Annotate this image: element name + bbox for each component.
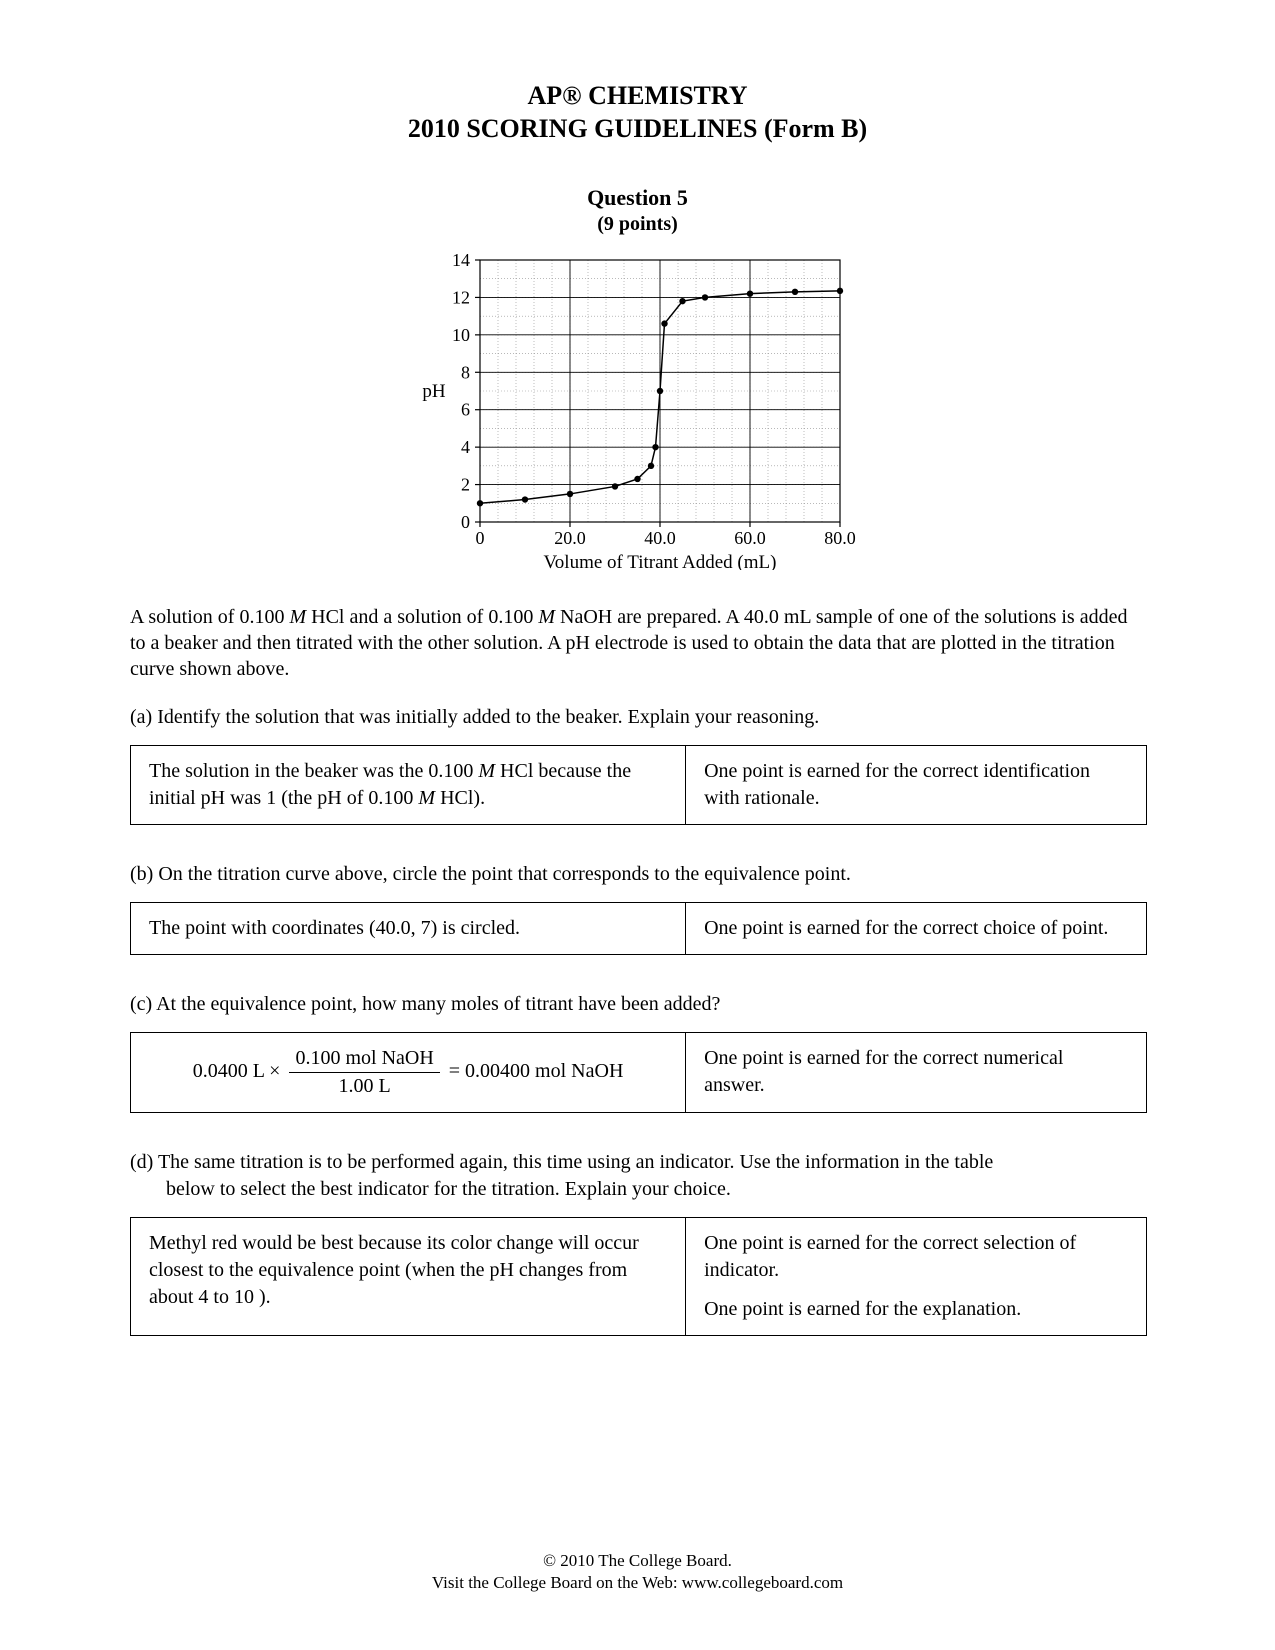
svg-text:80.0: 80.0	[824, 528, 856, 548]
footer-l1: © 2010 The College Board.	[0, 1550, 1275, 1572]
ans-text: HCl).	[435, 787, 485, 809]
question-points: (9 points)	[130, 213, 1145, 236]
part-c-answer: 0.0400 L × 0.100 mol NaOH1.00 L = 0.0040…	[130, 1032, 1147, 1113]
question-title: Question 5	[130, 185, 1145, 211]
M-italic: M	[538, 606, 555, 628]
answer-right: One point is earned for the correct choi…	[686, 903, 1146, 954]
part-a-answer: The solution in the beaker was the 0.100…	[130, 745, 1147, 825]
fraction-den: 1.00 L	[289, 1073, 439, 1100]
eq-pre: 0.0400 L ×	[193, 1060, 286, 1082]
doc-header: AP® CHEMISTRY 2010 SCORING GUIDELINES (F…	[130, 80, 1145, 145]
chart-container: 0 20.0 40.0 60.0 80.0 0 2 4 6 8 10 12 14 Volume of Ti…	[130, 250, 1145, 570]
intro-paragraph: A solution of 0.100 M HCl and a solution…	[130, 604, 1145, 682]
M-italic: M	[478, 760, 495, 782]
svg-text:0: 0	[475, 528, 484, 548]
svg-text:2: 2	[461, 475, 470, 495]
svg-text:4: 4	[461, 437, 470, 457]
eq-post: = 0.00400 mol NaOH	[444, 1060, 624, 1082]
part-a-label: (a) Identify the solution that was initi…	[130, 704, 1145, 731]
answer-left: The point with coordinates (40.0, 7) is …	[131, 903, 686, 954]
part-c-label: (c) At the equivalence point, how many m…	[130, 991, 1145, 1018]
svg-text:40.0: 40.0	[644, 528, 676, 548]
svg-text:10: 10	[452, 325, 470, 345]
part-d-line1: (d) The same titration is to be performe…	[130, 1151, 993, 1173]
part-b-label: (b) On the titration curve above, circle…	[130, 861, 1145, 888]
header-line1: AP® CHEMISTRY	[130, 80, 1145, 113]
M-italic: M	[289, 606, 306, 628]
answer-right: One point is earned for the correct sele…	[686, 1218, 1146, 1335]
svg-text:Volume of Titrant Added (mL): Volume of Titrant Added (mL)	[543, 552, 776, 570]
svg-text:12: 12	[452, 287, 470, 307]
footer: © 2010 The College Board. Visit the Coll…	[0, 1550, 1275, 1594]
svg-text:20.0: 20.0	[554, 528, 586, 548]
intro-text: HCl and a solution of 0.100	[306, 606, 538, 628]
answer-left: The solution in the beaker was the 0.100…	[131, 746, 686, 824]
intro-text: A solution of 0.100	[130, 606, 289, 628]
answer-right: One point is earned for the correct iden…	[686, 746, 1146, 824]
svg-text:14: 14	[452, 250, 470, 270]
ans-right-1: One point is earned for the correct sele…	[704, 1230, 1128, 1284]
svg-text:8: 8	[461, 362, 470, 382]
titration-chart: 0 20.0 40.0 60.0 80.0 0 2 4 6 8 10 12 14 Volume of Ti…	[408, 250, 868, 570]
page: AP® CHEMISTRY 2010 SCORING GUIDELINES (F…	[0, 0, 1275, 1650]
part-d-answer: Methyl red would be best because its col…	[130, 1217, 1147, 1336]
svg-text:pH: pH	[422, 381, 446, 402]
part-d-line2: below to select the best indicator for t…	[130, 1176, 1145, 1203]
footer-l2: Visit the College Board on the Web: www.…	[0, 1572, 1275, 1594]
part-d-label: (d) The same titration is to be performe…	[130, 1149, 1145, 1203]
svg-text:60.0: 60.0	[734, 528, 766, 548]
answer-left: 0.0400 L × 0.100 mol NaOH1.00 L = 0.0040…	[131, 1033, 686, 1112]
ans-right-2: One point is earned for the explanation.	[704, 1296, 1128, 1323]
ans-text: The solution in the beaker was the 0.100	[149, 760, 478, 782]
header-line2: 2010 SCORING GUIDELINES (Form B)	[130, 113, 1145, 146]
answer-right: One point is earned for the correct nume…	[686, 1033, 1146, 1112]
svg-text:6: 6	[461, 400, 470, 420]
fraction: 0.100 mol NaOH1.00 L	[289, 1045, 439, 1100]
svg-text:0: 0	[461, 512, 470, 532]
M-italic: M	[418, 787, 435, 809]
part-b-answer: The point with coordinates (40.0, 7) is …	[130, 902, 1147, 955]
fraction-num: 0.100 mol NaOH	[289, 1045, 439, 1073]
answer-left: Methyl red would be best because its col…	[131, 1218, 686, 1335]
